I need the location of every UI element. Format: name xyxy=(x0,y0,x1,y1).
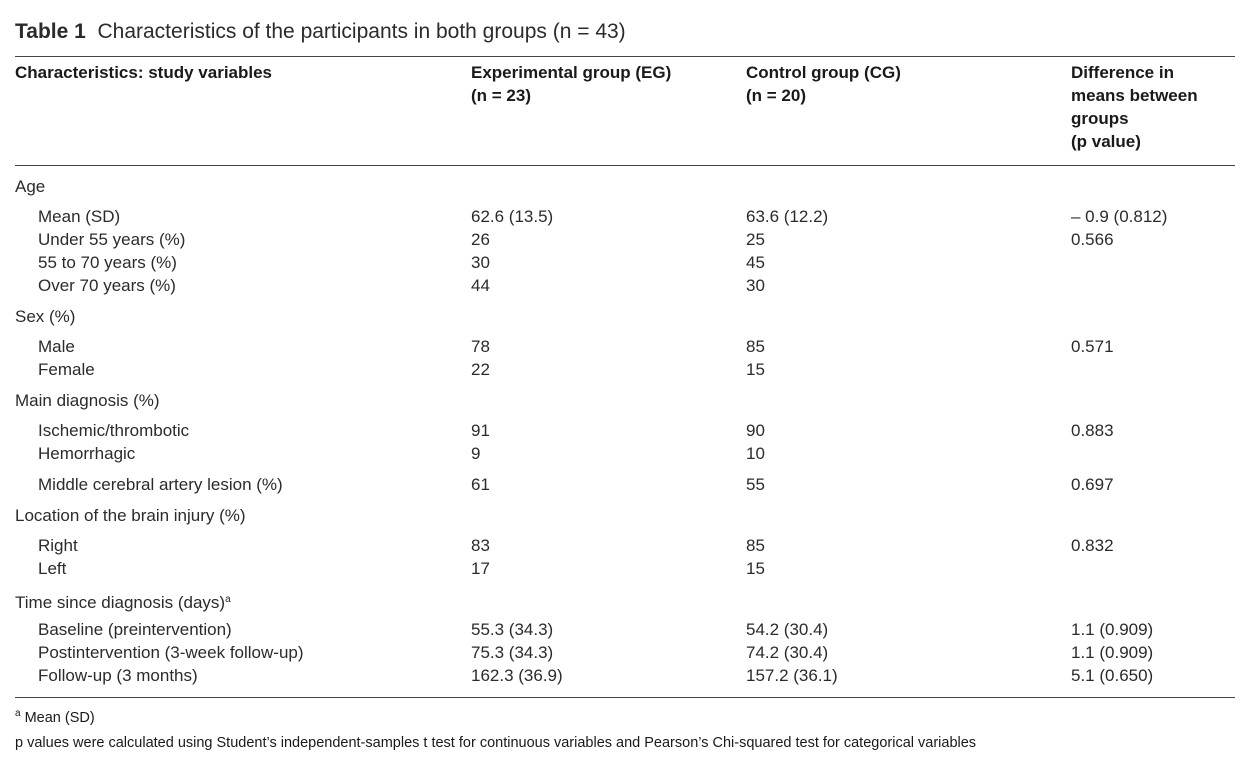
header-cell: Control group (CG) xyxy=(746,63,901,82)
row-label: Over 70 years (%) xyxy=(38,276,176,295)
header-cell: (p value) xyxy=(1071,132,1141,151)
header-cell: means between xyxy=(1071,86,1198,105)
row-label: Male xyxy=(38,337,75,356)
cell: 75.3 (34.3) xyxy=(471,643,554,662)
cell: 91 xyxy=(471,421,490,440)
cell: 22 xyxy=(471,360,490,379)
cell: 1.1 (0.909) xyxy=(1071,620,1154,639)
footnote-text: p values were calculated using Student’s… xyxy=(15,735,977,751)
cell: 162.3 (36.9) xyxy=(471,666,563,685)
section-text: Time since diagnosis (days) xyxy=(15,593,226,612)
cell: 10 xyxy=(746,444,765,463)
cell: 61 xyxy=(471,475,490,494)
row-label: Hemorrhagic xyxy=(38,444,136,463)
cell: 85 xyxy=(746,337,765,356)
footnote: a Mean (SD) xyxy=(15,704,95,728)
section-label: Sex (%) xyxy=(15,307,75,327)
row-label: Left xyxy=(38,559,67,578)
cell: 1.1 (0.909) xyxy=(1071,643,1154,662)
cell: 17 xyxy=(471,559,490,578)
cell: 0.883 xyxy=(1071,421,1114,440)
cell: 0.571 xyxy=(1071,337,1114,356)
cell: 5.1 (0.650) xyxy=(1071,666,1154,685)
cell: 90 xyxy=(746,421,765,440)
row-label: 55 to 70 years (%) xyxy=(38,253,177,272)
row-label: Baseline (preintervention) xyxy=(38,620,232,639)
table-label: Table 1 xyxy=(15,20,86,43)
cell: 54.2 (30.4) xyxy=(746,620,829,639)
row-label: Under 55 years (%) xyxy=(38,230,186,249)
bottom-rule xyxy=(15,697,1235,698)
top-rule xyxy=(15,56,1235,57)
footnote: p values were calculated using Student’s… xyxy=(15,733,976,753)
section-text: Main diagnosis (%) xyxy=(15,391,160,410)
header-rule xyxy=(15,165,1235,166)
cell: 30 xyxy=(746,276,765,295)
table-caption: Characteristics of the participants in b… xyxy=(97,20,626,43)
cell: 62.6 (13.5) xyxy=(471,207,554,226)
cell: 78 xyxy=(471,337,490,356)
cell: 15 xyxy=(746,559,765,578)
header-cell: Characteristics: study variables xyxy=(15,63,273,82)
footnote-text: Mean (SD) xyxy=(24,710,95,726)
row-label: Female xyxy=(38,360,95,379)
cell: 15 xyxy=(746,360,765,379)
row-label: Middle cerebral artery lesion (%) xyxy=(38,475,283,494)
cell: 55.3 (34.3) xyxy=(471,620,554,639)
cell: 9 xyxy=(471,444,481,463)
row-label: Ischemic/thrombotic xyxy=(38,421,190,440)
cell: 85 xyxy=(746,536,765,555)
header-cell: (n = 23) xyxy=(471,86,531,105)
table-title: Table 1 Characteristics of the participa… xyxy=(15,19,626,45)
cell: – 0.9 (0.812) xyxy=(1071,207,1168,226)
header-cell: Difference in xyxy=(1071,63,1174,82)
section-label: Location of the brain injury (%) xyxy=(15,506,246,526)
cell: 26 xyxy=(471,230,490,249)
row-label: Right xyxy=(38,536,78,555)
cell: 30 xyxy=(471,253,490,272)
cell: 157.2 (36.1) xyxy=(746,666,838,685)
footnote-mark: a xyxy=(225,594,231,605)
cell: 74.2 (30.4) xyxy=(746,643,829,662)
header-cell: (n = 20) xyxy=(746,86,806,105)
header-cell: groups xyxy=(1071,109,1129,128)
cell: 25 xyxy=(746,230,765,249)
section-text: Location of the brain injury (%) xyxy=(15,506,246,525)
cell: 0.697 xyxy=(1071,475,1114,494)
cell: 0.566 xyxy=(1071,230,1114,249)
cell: 44 xyxy=(471,276,490,295)
header-cell: Experimental group (EG) xyxy=(471,63,672,82)
section-text: Age xyxy=(15,177,46,196)
cell: 55 xyxy=(746,475,765,494)
cell: 45 xyxy=(746,253,765,272)
footnote-mark: a xyxy=(15,708,21,719)
cell: 0.832 xyxy=(1071,536,1114,555)
row-label: Follow-up (3 months) xyxy=(38,666,198,685)
section-text: Sex (%) xyxy=(15,307,76,326)
section-label: Main diagnosis (%) xyxy=(15,391,160,411)
row-label: Mean (SD) xyxy=(38,207,121,226)
cell: 63.6 (12.2) xyxy=(746,207,829,226)
row-label: Postintervention (3-week follow-up) xyxy=(38,643,304,662)
section-label: Age xyxy=(15,177,45,197)
section-label: Time since diagnosis (days)a xyxy=(15,590,231,613)
cell: 83 xyxy=(471,536,490,555)
